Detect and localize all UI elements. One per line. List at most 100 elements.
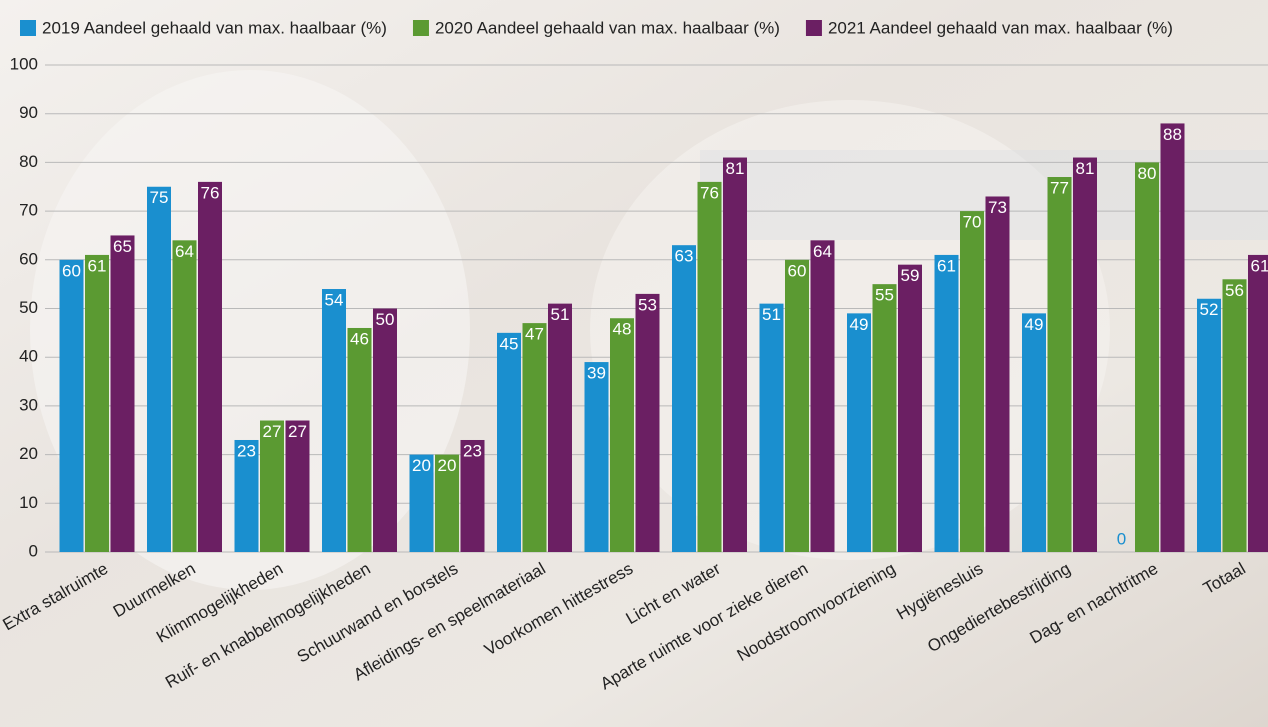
bar xyxy=(322,289,346,552)
bar xyxy=(147,186,171,552)
legend-swatch xyxy=(20,20,36,36)
bar xyxy=(198,181,222,552)
data-label: 23 xyxy=(463,441,482,460)
data-label: 53 xyxy=(638,295,657,314)
bar xyxy=(373,308,397,552)
data-label: 61 xyxy=(937,256,956,275)
y-tick-label: 20 xyxy=(19,444,38,463)
data-label: 54 xyxy=(325,291,344,310)
bar xyxy=(1160,123,1185,552)
legend-label: 2020 Aandeel gehaald van max. haalbaar (… xyxy=(435,18,780,37)
data-label: 61 xyxy=(88,256,107,275)
y-tick-label: 70 xyxy=(19,201,38,220)
bar xyxy=(172,240,197,552)
data-label: 52 xyxy=(1200,300,1219,319)
data-label: 45 xyxy=(500,334,519,353)
y-tick-label: 80 xyxy=(19,152,38,171)
bar xyxy=(1047,177,1072,552)
legend-swatch xyxy=(412,20,429,36)
legend-label: 2021 Aandeel gehaald van max. haalbaar (… xyxy=(828,18,1173,37)
bar xyxy=(59,259,84,552)
bar xyxy=(723,157,747,552)
bar xyxy=(110,235,135,552)
y-tick-label: 60 xyxy=(19,249,38,268)
bar xyxy=(1222,279,1247,552)
bar xyxy=(934,254,959,552)
legend-swatch xyxy=(805,20,822,36)
data-label: 63 xyxy=(675,247,694,266)
data-label: 76 xyxy=(201,183,220,202)
data-label: 55 xyxy=(875,286,894,305)
y-tick-label: 0 xyxy=(29,541,38,560)
data-label: 56 xyxy=(1225,281,1244,300)
data-label: 20 xyxy=(438,456,457,475)
bar xyxy=(1197,298,1221,552)
data-label: 75 xyxy=(150,188,169,207)
data-label: 61 xyxy=(1251,256,1268,275)
bar xyxy=(260,420,284,552)
bar xyxy=(85,254,109,552)
y-tick-label: 40 xyxy=(19,347,38,366)
bar xyxy=(435,454,459,552)
bar xyxy=(285,420,310,552)
data-label: 49 xyxy=(1025,315,1044,334)
bar xyxy=(548,303,572,552)
y-tick-label: 30 xyxy=(19,395,38,414)
bar xyxy=(898,264,922,552)
data-label: 77 xyxy=(1050,178,1069,197)
y-tick-label: 50 xyxy=(19,298,38,317)
data-label: 20 xyxy=(412,456,431,475)
y-tick-label: 10 xyxy=(19,493,38,512)
y-tick-label: 100 xyxy=(10,54,38,73)
bar xyxy=(347,327,372,552)
bar xyxy=(522,323,547,552)
data-label: 0 xyxy=(1117,529,1126,548)
data-label: 48 xyxy=(613,320,632,339)
data-label: 81 xyxy=(726,159,745,178)
data-label: 47 xyxy=(525,325,544,344)
bar xyxy=(1135,162,1159,552)
data-label: 51 xyxy=(762,305,781,324)
bar xyxy=(610,318,634,552)
data-label: 50 xyxy=(376,310,395,329)
bar xyxy=(810,240,835,552)
data-label: 64 xyxy=(813,242,832,261)
bar xyxy=(672,245,696,552)
bar xyxy=(697,181,722,552)
bar xyxy=(234,439,259,552)
bar xyxy=(785,259,809,552)
bar xyxy=(497,332,521,552)
data-label: 64 xyxy=(175,242,194,261)
data-label: 27 xyxy=(288,422,307,441)
bar xyxy=(460,439,485,552)
data-label: 70 xyxy=(963,213,982,232)
data-label: 60 xyxy=(62,261,81,280)
data-label: 76 xyxy=(700,183,719,202)
bar xyxy=(985,196,1010,553)
y-tick-label: 90 xyxy=(19,103,38,122)
data-label: 46 xyxy=(350,329,369,348)
data-label: 23 xyxy=(237,441,256,460)
bar xyxy=(872,284,897,552)
data-label: 80 xyxy=(1138,164,1157,183)
data-label: 60 xyxy=(788,261,807,280)
bar xyxy=(409,454,434,552)
bar xyxy=(635,293,660,552)
data-label: 39 xyxy=(587,364,606,383)
bar xyxy=(847,313,871,552)
data-label: 49 xyxy=(850,315,869,334)
bar xyxy=(960,211,984,552)
bar xyxy=(1022,313,1046,552)
data-label: 81 xyxy=(1076,159,1095,178)
data-label: 27 xyxy=(263,422,282,441)
bar xyxy=(584,362,609,552)
data-label: 51 xyxy=(551,305,570,324)
data-label: 88 xyxy=(1163,125,1182,144)
data-label: 73 xyxy=(988,198,1007,217)
data-label: 65 xyxy=(113,237,132,256)
data-label: 59 xyxy=(901,266,920,285)
legend-label: 2019 Aandeel gehaald van max. haalbaar (… xyxy=(42,18,387,37)
bar xyxy=(759,303,784,552)
bar xyxy=(1073,157,1097,552)
